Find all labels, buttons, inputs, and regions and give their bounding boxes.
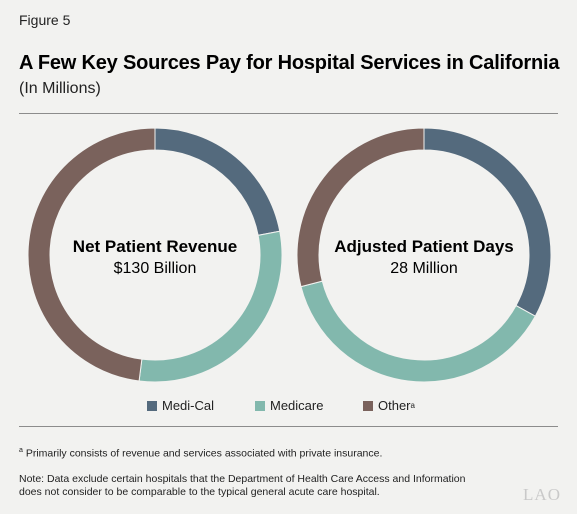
legend-swatch-medi-cal (147, 400, 157, 411)
donut-chart-revenue: Net Patient Revenue $130 Billion (27, 127, 283, 383)
legend-label-medi-cal: Medi-Cal (162, 398, 215, 413)
patient-days-slices (296, 127, 552, 383)
title-divider (19, 113, 558, 114)
legend-item-medi-cal: Medi-Cal (147, 398, 214, 413)
donut-slice-other (27, 127, 156, 382)
donut-slice-medi-cal (154, 127, 281, 236)
source-note: Note: Data exclude certain hospitals tha… (19, 473, 466, 498)
lao-logo: LAO (523, 485, 561, 504)
chart-subtitle: (In Millions) (19, 80, 101, 97)
patient-days-center-value: 28 Million (390, 260, 458, 277)
chart-title: A Few Key Sources Pay for Hospital Servi… (19, 52, 560, 74)
figure-label: Figure 5 (19, 12, 71, 28)
donut-slice-medicare (300, 280, 536, 383)
donut-chart-patient-days: Adjusted Patient Days 28 Million (296, 127, 552, 383)
notes-divider (19, 426, 558, 427)
legend: Medi-Cal Medicare Other a (0, 398, 577, 416)
patient-days-center-title: Adjusted Patient Days (334, 237, 514, 256)
footnote: a Primarily consists of revenue and serv… (19, 447, 382, 460)
legend-swatch-other (363, 400, 373, 411)
footnote-marker: a (19, 447, 23, 454)
legend-label-other: Other (378, 398, 411, 413)
donut-slice-other (296, 127, 425, 288)
legend-label-medicare: Medicare (270, 398, 324, 413)
revenue-slices (27, 127, 283, 383)
legend-swatch-medicare (255, 400, 265, 411)
donut-charts: Net Patient Revenue $130 Billion Adjuste… (27, 127, 552, 383)
legend-item-medicare: Medicare (255, 398, 323, 413)
legend-footnote-marker: a (410, 401, 415, 410)
donut-slice-medi-cal (423, 127, 552, 317)
revenue-center-title: Net Patient Revenue (73, 237, 237, 256)
revenue-center-value: $130 Billion (114, 260, 197, 277)
legend-item-other: Other a (363, 398, 415, 413)
footnote-text: Primarily consists of revenue and servic… (22, 447, 383, 460)
